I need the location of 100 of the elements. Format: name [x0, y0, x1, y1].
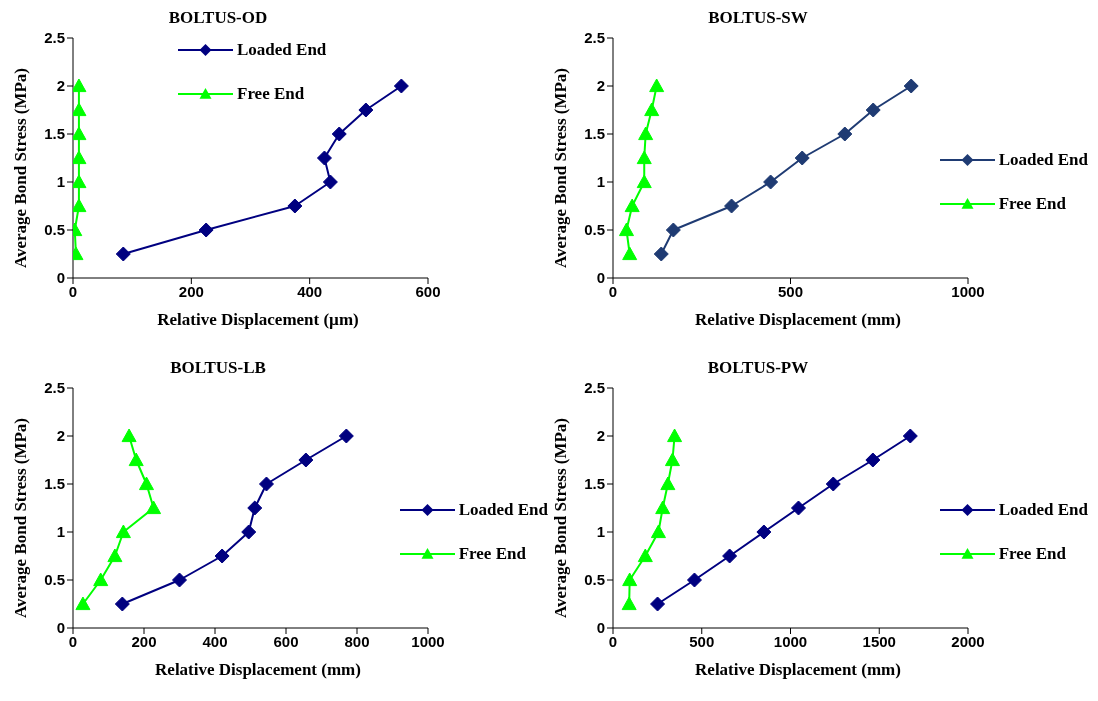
y-tick-label: 1.5	[44, 125, 65, 143]
y-tick-label: 0	[596, 619, 605, 637]
point	[121, 428, 137, 443]
point	[316, 150, 332, 166]
y-tick-label: 1	[56, 173, 65, 191]
point	[358, 102, 374, 118]
y-tick-label: 0	[56, 269, 65, 287]
x-tick-label: 200	[131, 632, 157, 650]
x-axis-title: Relative Displacement (mm)	[694, 660, 902, 680]
y-tick-label: 2	[56, 77, 65, 95]
x-tick-label: 500	[689, 632, 715, 650]
point	[665, 222, 681, 238]
point	[756, 524, 772, 540]
y-tick-label: 0.5	[584, 221, 605, 239]
legend-label: Free End	[458, 544, 526, 564]
legend-label: Free End	[998, 194, 1066, 214]
point	[73, 150, 87, 165]
point	[73, 126, 87, 141]
point	[649, 78, 665, 93]
point	[138, 476, 154, 491]
x-tick-label: 0	[608, 282, 618, 300]
y-tick-label: 0.5	[44, 571, 65, 589]
x-axis-title: Relative Displacement (mm)	[154, 660, 362, 680]
legend-label: Loaded End	[998, 150, 1088, 170]
y-tick-label: 1.5	[584, 475, 605, 493]
x-tick-label: 500	[777, 282, 804, 300]
y-tick-label: 2.5	[584, 379, 605, 397]
point	[686, 572, 702, 588]
y-tick-label: 1	[596, 523, 605, 541]
legend-label: Free End	[237, 84, 305, 104]
point	[298, 452, 314, 468]
point	[837, 126, 853, 142]
point	[825, 476, 841, 492]
point	[247, 500, 263, 516]
point	[107, 548, 123, 563]
point	[622, 246, 638, 261]
x-axis-title: Relative Displacement (mm)	[694, 310, 902, 330]
point	[618, 222, 634, 237]
point	[93, 572, 109, 587]
x-tick-label: 600	[415, 282, 441, 300]
x-tick-label: 400	[297, 282, 323, 300]
point	[636, 150, 652, 165]
x-tick-label: 2000	[951, 632, 985, 650]
y-tick-label: 1.5	[44, 475, 65, 493]
chart-title: BOLTUS-LB	[169, 358, 267, 378]
point	[322, 174, 338, 190]
y-axis-title: Average Bond Stress (MPa)	[551, 67, 571, 269]
y-tick-label: 2.5	[584, 29, 605, 47]
y-tick-label: 1	[596, 173, 605, 191]
point	[790, 500, 806, 516]
point	[146, 500, 162, 515]
x-tick-label: 0	[68, 282, 78, 300]
x-tick-label: 400	[202, 632, 228, 650]
point	[724, 198, 740, 214]
point	[331, 126, 347, 142]
x-axis-title: Relative Displacement (µm)	[156, 310, 360, 330]
point	[667, 428, 683, 443]
y-tick-label: 0.5	[584, 571, 605, 589]
x-tick-label: 200	[178, 282, 204, 300]
y-tick-label: 2	[596, 427, 605, 445]
y-axis-title: Average Bond Stress (MPa)	[11, 67, 31, 269]
point	[763, 174, 779, 190]
point	[650, 596, 666, 612]
point	[73, 102, 87, 117]
point	[722, 548, 738, 564]
point	[660, 476, 676, 491]
point	[664, 452, 680, 467]
point	[73, 198, 87, 213]
point	[655, 500, 671, 515]
x-tick-label: 0	[608, 632, 618, 650]
y-tick-label: 0	[596, 269, 605, 287]
point	[75, 596, 91, 611]
point	[653, 246, 669, 262]
y-axis-title: Average Bond Stress (MPa)	[551, 417, 571, 619]
point	[287, 198, 303, 214]
y-tick-label: 1	[56, 523, 65, 541]
point	[214, 548, 230, 564]
point	[241, 524, 257, 540]
point	[903, 78, 919, 94]
y-tick-label: 2.5	[44, 379, 65, 397]
point	[621, 596, 637, 611]
point	[638, 126, 654, 141]
point	[115, 524, 131, 539]
y-tick-label: 2	[56, 427, 65, 445]
y-tick-label: 1.5	[584, 125, 605, 143]
point	[73, 78, 87, 93]
y-tick-label: 2	[596, 77, 605, 95]
x-tick-label: 800	[344, 632, 370, 650]
point	[637, 548, 653, 563]
point	[902, 428, 918, 444]
y-axis-title: Average Bond Stress (MPa)	[11, 417, 31, 619]
point	[636, 174, 652, 189]
point	[258, 476, 274, 492]
point	[115, 246, 131, 262]
y-tick-label: 0.5	[44, 221, 65, 239]
x-tick-label: 600	[273, 632, 299, 650]
point	[73, 174, 87, 189]
x-tick-label: 0	[68, 632, 78, 650]
x-tick-label: 1000	[773, 632, 808, 650]
point	[393, 78, 409, 94]
